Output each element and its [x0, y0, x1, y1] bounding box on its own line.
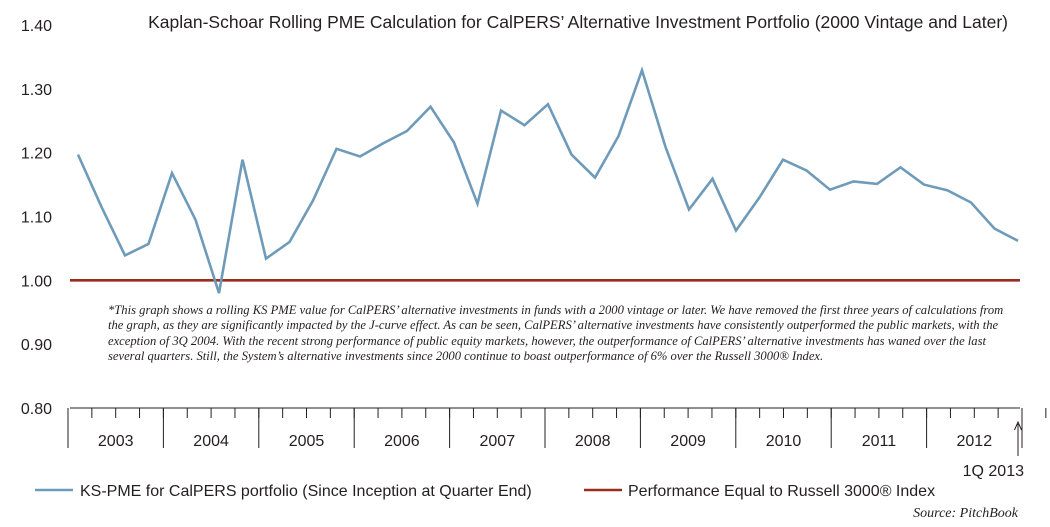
- x-year-label: 2011: [862, 433, 897, 450]
- annotation-layer: 1Q 2013: [963, 420, 1024, 480]
- y-tick-label: 1.30: [21, 82, 52, 99]
- x-year-label: 2003: [98, 433, 134, 450]
- ks-pme-series-line: [76, 66, 1019, 294]
- y-tick-label: 0.80: [21, 401, 52, 418]
- x-year-label: 2004: [193, 433, 229, 450]
- y-tick-label: 1.40: [21, 18, 52, 35]
- x-axis: 2003 2004 2005 2006 2007 2008 2009 2010 2011 2012: [67, 407, 1047, 450]
- x-year-label: 2007: [480, 433, 516, 450]
- y-axis: 0.80 0.90 1.00 1.10 1.20 1.30 1.40: [21, 18, 52, 418]
- chart-footnote: *This graph shows a rolling KS PME value…: [108, 303, 1004, 364]
- x-year-label: 2008: [575, 433, 611, 450]
- x-year-label: 2010: [766, 433, 802, 450]
- annotation-arrow-head: [1014, 420, 1022, 431]
- legend-label-ks-pme: KS-PME for CalPERS portfolio (Since Ince…: [80, 483, 532, 500]
- legend-label-russell: Performance Equal to Russell 3000® Index: [628, 483, 935, 500]
- y-tick-label: 1.00: [21, 273, 52, 290]
- chart-title: Kaplan-Schoar Rolling PME Calculation fo…: [148, 12, 1008, 32]
- x-year-label: 2009: [670, 433, 706, 450]
- y-tick-label: 0.90: [21, 337, 52, 354]
- y-tick-label: 1.10: [21, 210, 52, 227]
- x-year-label: 2012: [957, 433, 993, 450]
- x-year-label: 2005: [289, 433, 325, 450]
- annotation-label: 1Q 2013: [963, 463, 1024, 480]
- series-layer: [70, 66, 1020, 294]
- source-credit: Source: PitchBook: [913, 506, 1018, 521]
- y-tick-label: 1.20: [21, 146, 52, 163]
- x-year-label: 2006: [384, 433, 420, 450]
- legend: KS-PME for CalPERS portfolio (Since Ince…: [35, 483, 935, 500]
